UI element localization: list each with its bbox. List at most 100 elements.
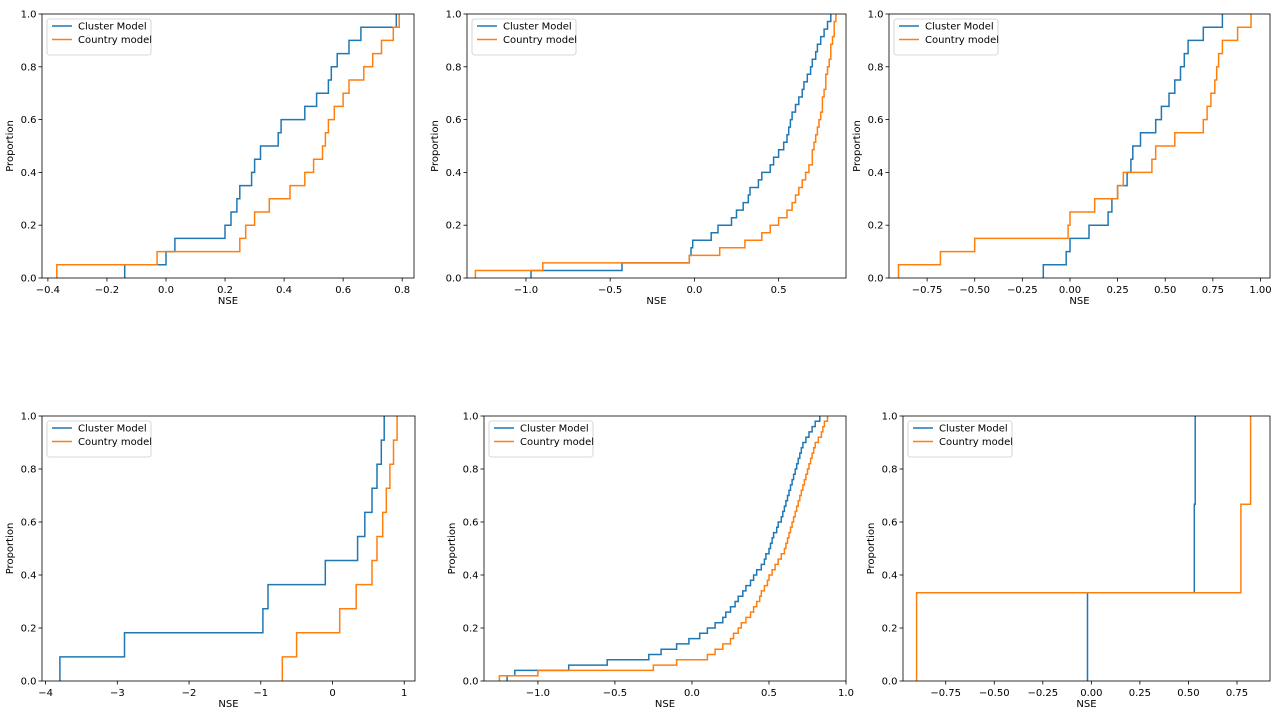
legend-label: Cluster Model xyxy=(503,22,572,33)
cluster-model-ecdf-line xyxy=(123,14,398,278)
x-tick-label: 0 xyxy=(329,688,335,699)
x-tick-label: −1.0 xyxy=(526,688,550,699)
axes-frame xyxy=(41,415,416,682)
x-tick-label: −3 xyxy=(110,688,125,699)
x-tick-label: 0.75 xyxy=(1226,688,1248,699)
y-tick-label: 0.6 xyxy=(868,115,884,126)
x-axis-label: NSE xyxy=(218,699,238,710)
cluster-model-ecdf-line xyxy=(530,14,832,278)
legend-box xyxy=(46,18,152,56)
axes-frame xyxy=(483,415,847,682)
subplot-1: −0.4 −0.2 0.0 0.2 0.4 0.6 0.8 0.0 0.2 0.4 0.6 0.8 1.… xyxy=(5,10,415,307)
subplot-3: −0.75 −0.50 −0.25 0.00 0.25 0.50 0.75 1.00 0.0 0.… xyxy=(852,10,1272,308)
x-tick-label: 1.00 xyxy=(1249,285,1271,296)
y-tick-label: 0.6 xyxy=(446,115,462,126)
y-tick-label: 1.0 xyxy=(21,10,37,21)
y-tick-label: 0.6 xyxy=(463,518,479,529)
subplot-5: −1.0 −0.5 0.0 0.5 1.0 0.0 0.2 0.4 0.6 0.8 1.0 NSE Pr… xyxy=(447,412,854,711)
x-tick-label: 0.00 xyxy=(1059,285,1081,296)
x-tick-label: 0.6 xyxy=(335,285,351,296)
y-tick-label: 0.8 xyxy=(21,62,37,73)
y-tick-label: 0.0 xyxy=(868,274,884,285)
legend-box xyxy=(488,420,594,458)
axes-frame xyxy=(41,13,415,279)
y-tick-label: 0.4 xyxy=(446,168,462,179)
cluster-model-ecdf-line xyxy=(59,416,385,681)
legend: Cluster Model Country model xyxy=(471,18,577,56)
x-tick-label: −0.2 xyxy=(95,285,119,296)
y-tick-label: 0.8 xyxy=(463,465,479,476)
y-tick-label: 0.8 xyxy=(882,465,898,476)
y-tick-label: 0.0 xyxy=(882,677,898,688)
x-tick-label: 0.2 xyxy=(217,285,233,296)
y-tick-label: 1.0 xyxy=(446,10,462,21)
y-axis-label: Proportion xyxy=(852,120,863,172)
y-tick-label: 0.4 xyxy=(21,571,37,582)
subplot-6: −0.75 −0.50 −0.25 0.00 0.25 0.50 0.75 0.0 0.2 0.4… xyxy=(866,412,1271,710)
x-tick-label: 0.0 xyxy=(158,285,174,296)
legend: Cluster Model Country model xyxy=(46,420,152,458)
legend-label: Cluster Model xyxy=(78,424,147,435)
y-tick-label: 0.8 xyxy=(21,465,37,476)
x-tick-label: −0.4 xyxy=(36,285,60,296)
x-tick-label: 0.25 xyxy=(1129,688,1151,699)
country-model-ecdf-line xyxy=(281,416,398,681)
y-tick-label: 0.0 xyxy=(21,677,37,688)
legend-label: Country model xyxy=(503,35,577,46)
y-tick-label: 0.2 xyxy=(882,624,898,635)
legend-label: Cluster Model xyxy=(78,22,147,33)
x-axis-label: NSE xyxy=(655,699,675,710)
subplot-4: −4 −3 −2 −1 0 1 0.0 0.2 0.4 0.6 0.8 1.0 NSE Proportio… xyxy=(5,412,416,710)
legend-label: Country model xyxy=(925,35,999,46)
y-axis-label: Proportion xyxy=(447,523,458,575)
y-tick-label: 0.2 xyxy=(446,221,462,232)
x-tick-label: 0.5 xyxy=(761,688,777,699)
x-tick-label: 0.25 xyxy=(1106,285,1128,296)
legend: Cluster Model Country model xyxy=(893,18,999,56)
x-tick-label: −0.75 xyxy=(930,688,961,699)
x-tick-label: 0.50 xyxy=(1154,285,1176,296)
country-model-ecdf-line xyxy=(498,416,829,681)
y-axis-label: Proportion xyxy=(5,120,16,172)
y-tick-label: 1.0 xyxy=(868,10,884,21)
x-tick-label: −0.25 xyxy=(1007,285,1038,296)
cluster-model-ecdf-line xyxy=(1086,416,1196,681)
legend: Cluster Model Country model xyxy=(488,420,594,458)
x-tick-label: 0.50 xyxy=(1177,688,1199,699)
legend-box xyxy=(471,18,577,56)
legend-label: Cluster Model xyxy=(520,424,589,435)
x-tick-label: −0.50 xyxy=(959,285,990,296)
x-tick-label: 1.0 xyxy=(838,688,854,699)
country-model-ecdf-line xyxy=(915,416,1252,681)
legend-box xyxy=(893,18,999,56)
y-tick-label: 0.0 xyxy=(446,274,462,285)
y-tick-label: 0.4 xyxy=(868,168,884,179)
x-axis-label: NSE xyxy=(218,296,238,307)
x-tick-label: 0.0 xyxy=(684,688,700,699)
x-tick-label: −4 xyxy=(38,688,53,699)
x-tick-label: −0.50 xyxy=(979,688,1010,699)
y-axis-label: Proportion xyxy=(866,523,877,575)
y-tick-label: 0.4 xyxy=(463,571,479,582)
x-tick-label: −0.75 xyxy=(912,285,943,296)
y-tick-label: 0.2 xyxy=(463,624,479,635)
x-tick-label: 0.5 xyxy=(771,285,787,296)
x-axis-label: NSE xyxy=(646,296,666,307)
legend-label: Country model xyxy=(78,35,152,46)
x-tick-label: −1.0 xyxy=(514,285,538,296)
y-tick-label: 0.4 xyxy=(21,168,37,179)
legend-box xyxy=(907,420,1013,458)
x-tick-label: −0.5 xyxy=(603,688,627,699)
x-tick-label: 0.00 xyxy=(1080,688,1102,699)
cluster-model-ecdf-line xyxy=(1042,14,1224,278)
y-axis-label: Proportion xyxy=(430,120,441,172)
legend-label: Country model xyxy=(939,437,1013,448)
x-tick-label: −0.25 xyxy=(1027,688,1058,699)
y-tick-label: 0.6 xyxy=(21,115,37,126)
y-tick-label: 1.0 xyxy=(882,412,898,423)
y-tick-label: 0.2 xyxy=(21,221,37,232)
x-tick-label: −0.5 xyxy=(598,285,622,296)
axes-frame xyxy=(466,13,847,279)
